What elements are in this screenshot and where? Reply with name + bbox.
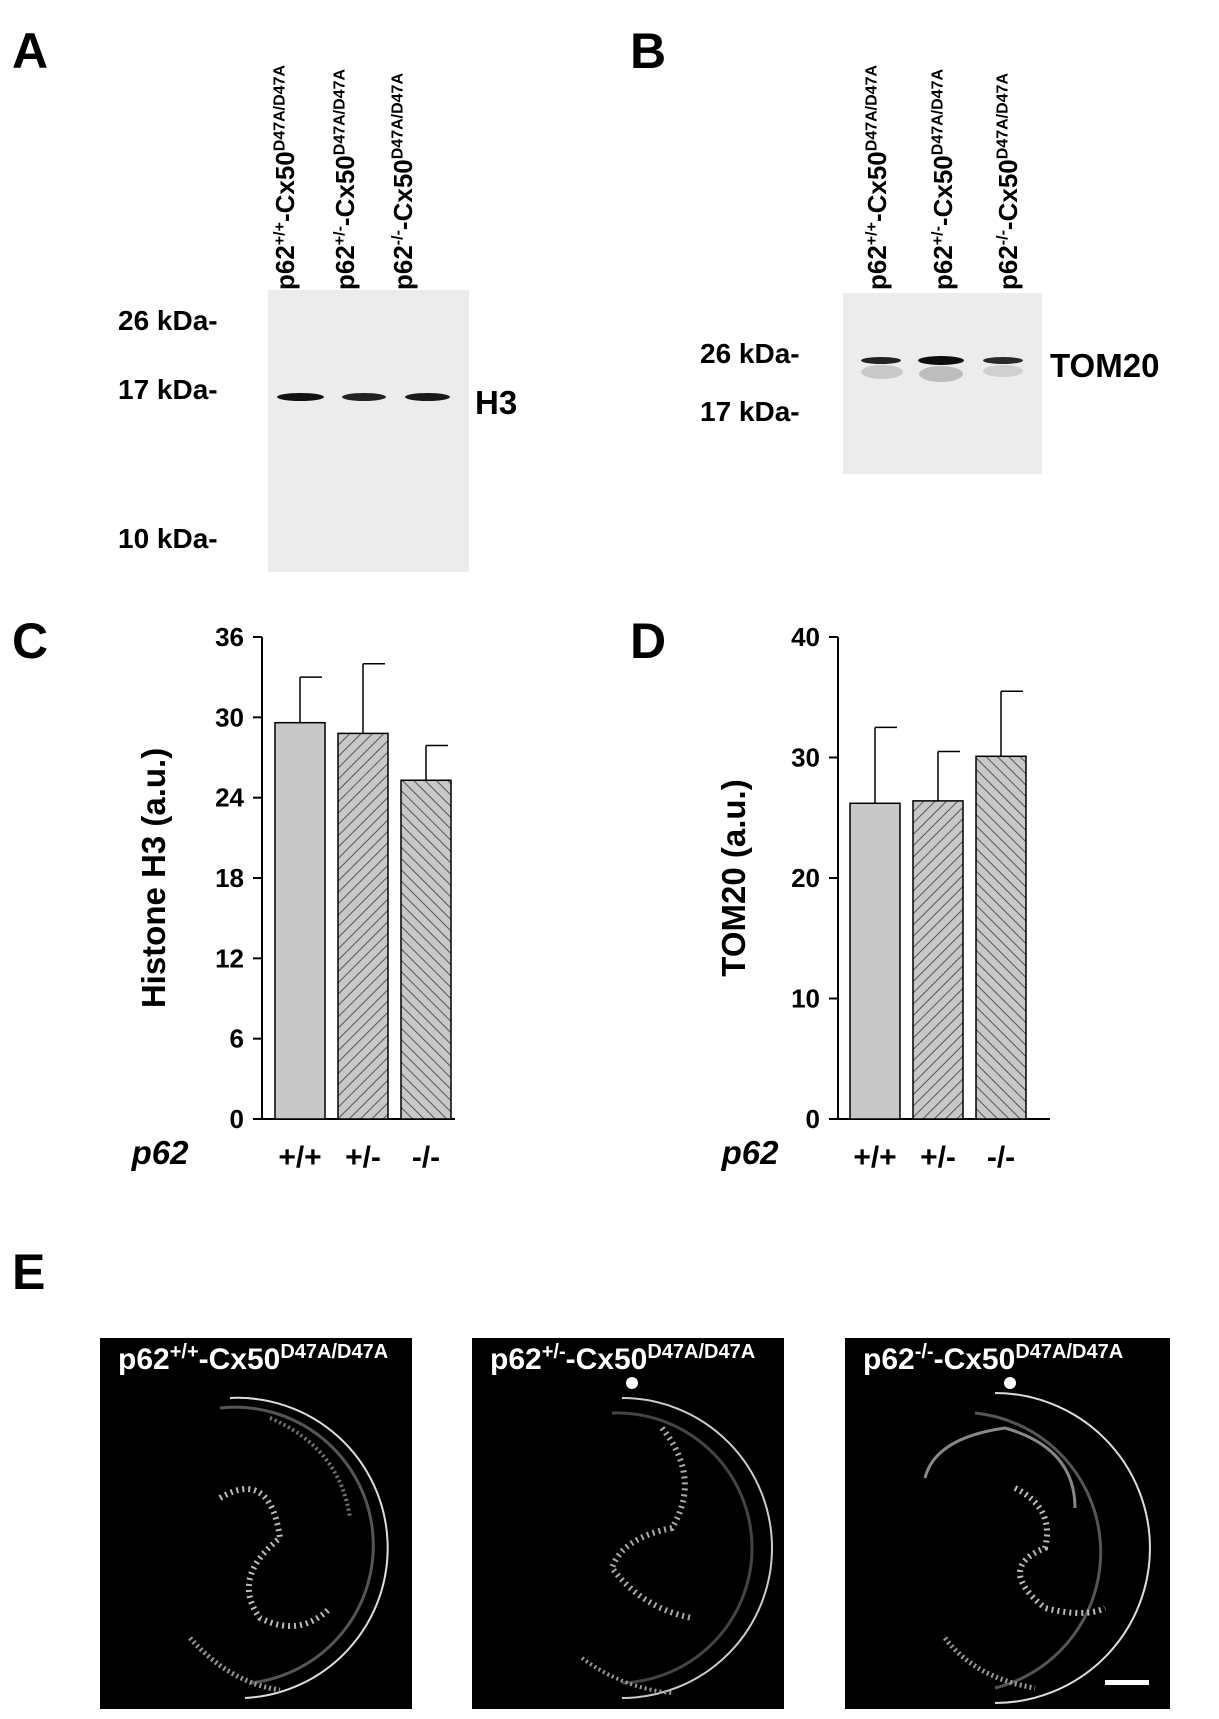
panel-a-marker-26: 26 kDa- xyxy=(118,305,218,336)
lens-image-heterozygous-title: p62+/--Cx50D47A/D47A xyxy=(490,1341,756,1376)
y-tick-label: 0 xyxy=(230,1104,244,1134)
lens-image-knockout-title: p62-/--Cx50D47A/D47A xyxy=(863,1341,1124,1376)
bar xyxy=(274,721,326,1120)
panel-b-marker-26: 26 kDa- xyxy=(700,338,800,369)
x-axis-label: p62 xyxy=(131,1134,190,1171)
y-tick-label: 30 xyxy=(215,702,244,732)
h3-band-lane-3 xyxy=(405,393,450,401)
y-tick-label: 36 xyxy=(215,622,244,652)
y-axis-label: TOM20 (a.u.) xyxy=(715,779,752,976)
x-category-label: +/- xyxy=(345,1141,381,1174)
panel-a-lane-label-1: p62+/+-Cx50D47A/D47A xyxy=(270,64,300,290)
x-category-label: -/- xyxy=(987,1141,1015,1174)
panel-letter-e: E xyxy=(12,1244,46,1300)
y-tick-label: 0 xyxy=(806,1104,820,1134)
x-category-label: +/+ xyxy=(853,1141,896,1174)
y-tick-label: 40 xyxy=(791,622,820,652)
y-tick-label: 30 xyxy=(791,743,820,773)
tom20-smear-lane-1 xyxy=(861,365,903,379)
lens-image-heterozygous-graphic xyxy=(580,1377,773,1699)
x-category-label: -/- xyxy=(412,1141,440,1174)
panel-a-western-blot xyxy=(268,290,469,572)
y-tick-label: 12 xyxy=(215,943,244,973)
y-axis-label: Histone H3 (a.u.) xyxy=(135,748,172,1008)
tom20-band-lane-2 xyxy=(918,356,964,365)
x-category-label: +/+ xyxy=(278,1141,321,1174)
y-tick-label: 24 xyxy=(215,783,244,813)
panel-letter-a: A xyxy=(12,23,49,79)
panel-b-lane-label-2: p62+/--Cx50D47A/D47A xyxy=(928,68,958,290)
y-tick-label: 10 xyxy=(791,984,820,1014)
panel-letter-d: D xyxy=(630,613,667,669)
bar xyxy=(337,732,389,1120)
bar xyxy=(975,755,1027,1120)
tom20-smear-lane-2 xyxy=(919,366,963,382)
panel-letter-c: C xyxy=(12,613,49,669)
lens-image-knockout-graphic xyxy=(923,1377,1151,1704)
panel-a-lane-label-3: p62-/--Cx50D47A/D47A xyxy=(388,72,418,290)
histone-h3-bar-chart: 0 6 12 18 24 30 36 Histone H3 (a.u.) +/+ +/- -/- p6… xyxy=(131,622,455,1174)
bar xyxy=(912,800,964,1120)
x-axis-label: p62 xyxy=(721,1134,780,1171)
tom20-bar-chart: 0 10 20 30 40 TOM20 (a.u.) +/+ +/- -/- p62 xyxy=(715,622,1050,1174)
h3-band-lane-2 xyxy=(342,393,386,401)
h3-band-lane-1 xyxy=(277,393,324,401)
lens-image-heterozygous: p62+/--Cx50D47A/D47A xyxy=(472,1338,784,1709)
panel-a-protein-label: H3 xyxy=(475,384,518,421)
panel-a-lane-label-2: p62+/--Cx50D47A/D47A xyxy=(330,68,360,290)
y-tick-label: 18 xyxy=(215,863,244,893)
lens-image-wildtype: p62+/+-Cx50D47A/D47A xyxy=(100,1338,412,1709)
scale-bar xyxy=(1105,1680,1149,1685)
bar xyxy=(400,779,452,1120)
panel-letter-b: B xyxy=(630,23,667,79)
bar xyxy=(849,802,901,1120)
panel-b-lane-label-1: p62+/+-Cx50D47A/D47A xyxy=(862,64,892,290)
lens-image-wildtype-title: p62+/+-Cx50D47A/D47A xyxy=(118,1341,389,1376)
panel-b-protein-label: TOM20 xyxy=(1050,347,1160,384)
tom20-smear-lane-3 xyxy=(983,365,1023,377)
panel-a-marker-10: 10 kDa- xyxy=(118,523,218,554)
panel-a-marker-17: 17 kDa- xyxy=(118,374,218,405)
tom20-band-lane-3 xyxy=(983,357,1023,364)
panel-b-lane-label-3: p62-/--Cx50D47A/D47A xyxy=(993,72,1023,290)
tom20-band-lane-1 xyxy=(861,357,901,364)
panel-b-western-blot xyxy=(843,293,1042,474)
lens-image-wildtype-graphic xyxy=(188,1396,389,1699)
y-tick-label: 6 xyxy=(230,1024,244,1054)
y-tick-label: 20 xyxy=(791,863,820,893)
x-category-label: +/- xyxy=(920,1141,956,1174)
panel-b-marker-17: 17 kDa- xyxy=(700,396,800,427)
lens-image-knockout: p62-/--Cx50D47A/D47A xyxy=(845,1338,1170,1709)
